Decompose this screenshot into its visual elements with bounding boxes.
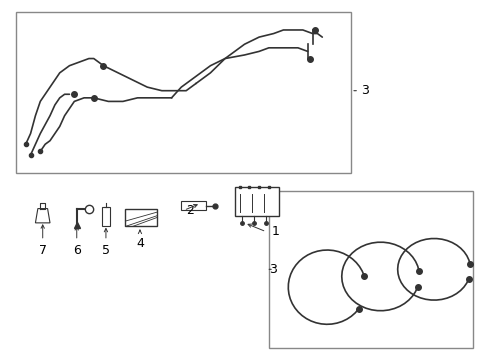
Text: 1: 1 bbox=[271, 225, 279, 238]
Bar bbox=[234, 187, 278, 216]
Bar bbox=[102, 207, 110, 226]
Text: 3: 3 bbox=[268, 263, 276, 276]
Text: 7: 7 bbox=[39, 244, 47, 257]
Bar bbox=[268, 191, 472, 348]
Bar bbox=[16, 12, 351, 173]
Text: 5: 5 bbox=[102, 244, 110, 257]
Bar bbox=[125, 208, 157, 226]
Text: 6: 6 bbox=[73, 244, 81, 257]
Text: 2: 2 bbox=[186, 204, 194, 217]
Polygon shape bbox=[35, 208, 50, 223]
Bar bbox=[181, 202, 205, 210]
Text: 4: 4 bbox=[136, 237, 143, 250]
Text: 3: 3 bbox=[361, 84, 368, 97]
